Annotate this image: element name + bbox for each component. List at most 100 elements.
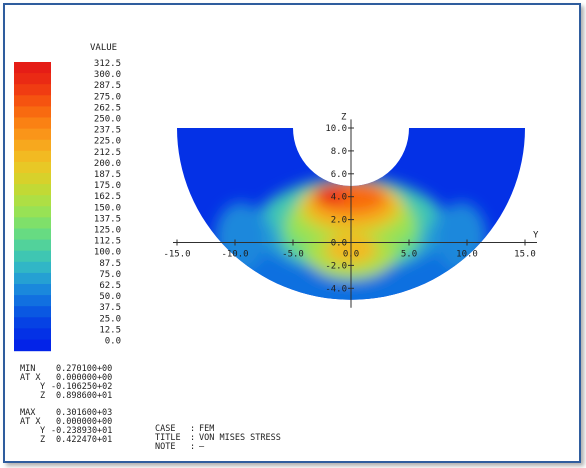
title-value: VON MISES STRESS [199, 433, 281, 443]
min-z-label: Z [40, 391, 45, 401]
legend-band [14, 139, 51, 152]
legend-level-label: 300.0 [94, 70, 121, 80]
max-y-label: Y [40, 426, 45, 436]
z-tick-label: -2.0 [325, 261, 347, 271]
max-z-label: Z [40, 435, 45, 445]
legend-level-label: 75.0 [99, 270, 121, 280]
legend-band [14, 173, 51, 185]
legend-level-label: 200.0 [94, 159, 121, 169]
min-label: MIN [20, 364, 35, 374]
min-value: 0.270100+00 [56, 364, 112, 374]
legend-level-label: 50.0 [99, 292, 121, 302]
y-axis-label: Y [533, 231, 539, 241]
z-tick-label: -4.0 [325, 284, 347, 294]
legend-band [14, 206, 51, 218]
y-tick-label: -5.0 [282, 250, 304, 260]
legend-band [14, 62, 51, 74]
legend-level-label: 275.0 [94, 92, 121, 102]
legend-level-label: 0.0 [105, 337, 121, 347]
legend-band [14, 117, 51, 130]
axes: YZ-15.0 -10.0 -5.0 0.0 5.0 10.0 15.0-4.0-2.00.… [163, 112, 539, 308]
legend-band [14, 317, 51, 329]
legend-band [14, 239, 51, 252]
legend-level-label: 100.0 [94, 248, 121, 258]
z-tick-label: 4.0 [331, 193, 347, 203]
z-tick-label: 10.0 [325, 124, 347, 134]
min-y: -0.106250+02 [51, 382, 112, 392]
z-tick-label: 2.0 [331, 216, 347, 226]
min-max-stats: MIN 0.270100+00 AT X 0.000000+00 Y -0.10… [20, 364, 112, 445]
y-tick-label: 5.0 [401, 250, 417, 260]
z-tick-label: 8.0 [331, 147, 347, 157]
y-tick-label: 15.0 [514, 250, 536, 260]
legend-band [14, 339, 51, 352]
legend-band [14, 106, 51, 119]
legend-level-label: 150.0 [94, 203, 121, 213]
legend-level-label: 312.5 [94, 59, 121, 69]
y-tick-label: -15.0 [163, 250, 190, 260]
case-value: FEM [199, 424, 214, 434]
legend-band [14, 150, 51, 163]
legend-band [14, 261, 51, 274]
legend-band [14, 84, 51, 96]
legend-band [14, 161, 51, 174]
max-y: -0.238930+01 [51, 426, 112, 436]
legend-level-label: 162.5 [94, 192, 121, 202]
max-z: 0.422470+01 [56, 435, 112, 445]
note-label: NOTE [155, 442, 175, 452]
y-tick-label: -10.0 [221, 250, 248, 260]
legend-level-label: 250.0 [94, 115, 121, 125]
max-x: 0.000000+00 [56, 417, 112, 427]
legend-band [14, 217, 51, 230]
note-value: — [199, 442, 205, 452]
legend-band [14, 184, 51, 196]
note-colon: : [190, 442, 195, 452]
legend-level-label: 137.5 [94, 214, 121, 224]
z-axis-label: Z [341, 112, 347, 122]
legend-level-label: 125.0 [94, 226, 121, 236]
legend-title: VALUE [90, 43, 117, 53]
min-x: 0.000000+00 [56, 373, 112, 383]
min-y-label: Y [40, 382, 45, 392]
case-label: CASE [155, 424, 175, 434]
legend-level-label: 262.5 [94, 103, 121, 113]
legend-band [14, 128, 51, 141]
legend-level-label: 25.0 [99, 314, 121, 324]
legend-level-label: 112.5 [94, 237, 121, 247]
legend-level-label: 37.5 [99, 303, 121, 313]
z-tick-label: 0.0 [331, 239, 347, 249]
min-at-label: AT X [20, 373, 41, 383]
z-tick-label: 6.0 [331, 170, 347, 180]
legend-level-label: 62.5 [99, 281, 121, 291]
legend-band [14, 95, 51, 107]
legend-band [14, 272, 51, 285]
case-colon: : [190, 424, 195, 434]
legend-band [14, 73, 51, 85]
max-label: MAX [20, 408, 36, 418]
legend-level-label: 187.5 [94, 170, 121, 180]
legend-band [14, 228, 51, 241]
legend-level-label: 87.5 [99, 259, 121, 269]
legend-colorbar [14, 62, 51, 352]
legend-band [14, 195, 51, 207]
legend-level-label: 175.0 [94, 181, 121, 191]
legend-level-label: 225.0 [94, 137, 121, 147]
legend-band [14, 250, 51, 263]
legend-band [14, 328, 51, 341]
min-z: 0.898600+01 [56, 391, 112, 401]
max-value: 0.301600+03 [56, 408, 112, 418]
legend-band [14, 306, 51, 318]
legend-level-label: 287.5 [94, 81, 121, 91]
legend-level-label: 12.5 [99, 325, 121, 335]
y-tick-label: 10.0 [456, 250, 478, 260]
legend-band [14, 284, 51, 296]
case-info: CASE : FEM TITLE : VON MISES STRESS NOTE… [155, 424, 281, 452]
contour-field [177, 128, 525, 300]
max-at-label: AT X [20, 417, 41, 427]
title-colon: : [190, 433, 195, 443]
y-tick-label: 0.0 [343, 250, 359, 260]
legend-level-label: 212.5 [94, 148, 121, 158]
title-label: TITLE [155, 433, 181, 443]
legend-band [14, 295, 51, 307]
